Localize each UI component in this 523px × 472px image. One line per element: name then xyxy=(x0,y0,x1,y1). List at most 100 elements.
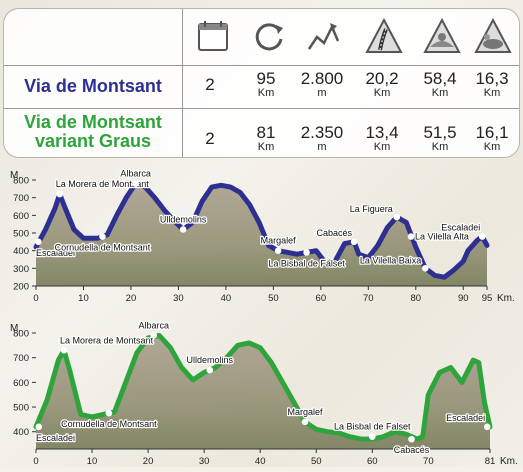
waypoint-marker xyxy=(99,233,106,240)
route-name-line: variant Graus xyxy=(34,131,152,151)
x-tick-label: 60 xyxy=(367,456,378,467)
x-tick-label: 30 xyxy=(199,456,210,467)
table-cell: 51,5 Km xyxy=(412,124,468,153)
y-tick-label: 400 xyxy=(13,427,29,438)
y-axis-label: M. xyxy=(10,323,21,334)
y-tick-label: 600 xyxy=(13,211,29,222)
x-tick-label: 50 xyxy=(311,456,322,467)
table-column-divider xyxy=(182,9,183,157)
elevation-gain-icon xyxy=(304,17,344,57)
cell-unit: Km xyxy=(483,87,501,99)
table-cell: 16,3 Km xyxy=(464,70,520,99)
waypoint-label: Escaladei xyxy=(446,413,485,423)
x-tick-label: 60 xyxy=(316,293,327,304)
cell-unit: Km xyxy=(373,141,391,153)
route-name: Via de Montsant variant Graus xyxy=(4,113,182,151)
y-tick-label: 500 xyxy=(13,403,29,414)
y-tick-label: 700 xyxy=(13,353,29,364)
table-cell: 2 xyxy=(182,76,238,93)
route-name: Via de Montsant xyxy=(4,77,182,96)
waypoint-label-halo: Escaladei xyxy=(36,433,75,443)
y-tick-label: 800 xyxy=(13,329,29,340)
table-cell: 13,4 Km xyxy=(354,123,410,153)
x-tick-label: 40 xyxy=(255,456,266,467)
waypoint-label-halo: Cabacés xyxy=(394,445,430,455)
waypoint-marker xyxy=(303,249,310,256)
cell-value: 81 xyxy=(256,123,276,142)
waypoint-label: Margalef xyxy=(261,236,297,246)
waypoint-label-halo: Escaladei xyxy=(446,413,485,423)
waypoint-label-halo: Cornudella de Montsant xyxy=(55,243,151,253)
y-tick-label: 300 xyxy=(13,264,29,275)
cell-value: 13,4 xyxy=(365,123,399,142)
waypoint-marker xyxy=(478,233,486,240)
trail-icon xyxy=(473,17,513,57)
waypoint-label: Margalef xyxy=(288,407,324,417)
x-tick-label: 0 xyxy=(33,293,38,304)
x-tick-label: 80 xyxy=(411,293,422,304)
waypoint-label-halo: Cabacés xyxy=(317,228,353,238)
cell-unit: Km xyxy=(373,87,391,99)
cell-value: 58,4 xyxy=(423,69,457,88)
route-name-line: Via de Montsant xyxy=(24,112,162,132)
waypoint-label-halo: Ulldemolins xyxy=(160,214,207,224)
table-cell: 20,2 Km xyxy=(354,70,410,99)
x-tick-label: 70 xyxy=(363,293,374,304)
cell-value: 2.800 xyxy=(300,69,344,88)
waypoint-label: La Vilella Baixa xyxy=(360,255,421,265)
waypoint-label: La Morera de Montsant xyxy=(60,335,154,345)
y-axis-label: M. xyxy=(10,170,21,181)
x-tick-label: 20 xyxy=(126,293,137,304)
asphalt-road-icon xyxy=(364,17,404,57)
x-tick-label: 90 xyxy=(458,293,469,304)
elevation-line xyxy=(33,181,490,280)
waypoint-label: Escaladei xyxy=(36,433,75,443)
waypoint-marker xyxy=(421,265,429,272)
cell-value: 95 xyxy=(256,69,276,88)
elevation-profile-main: 200 300 400 500 600 700 800 M. 0 10 20 30 40 50 60 70 80… xyxy=(0,166,523,317)
waypoint-label-halo: La Bisbal de Falset xyxy=(268,258,345,268)
x-tick-label: 10 xyxy=(78,293,89,304)
waypoint-label: Albarca xyxy=(120,169,151,179)
table-cell: 2.350 m xyxy=(294,124,350,153)
waypoint-marker xyxy=(368,433,376,440)
waypoint-marker xyxy=(35,238,42,246)
x-tick-label: 81 xyxy=(485,456,496,467)
waypoint-marker xyxy=(60,346,68,354)
waypoint-marker xyxy=(150,332,158,339)
waypoint-label-halo: Cornudella de Montsant xyxy=(61,419,157,429)
x-axis-label: Km. xyxy=(497,293,515,304)
waypoint-label-halo: Margalef xyxy=(288,407,324,417)
table-divider xyxy=(4,65,519,66)
waypoint-label-halo: La Morera de Montsant xyxy=(56,179,150,189)
y-tick-label: 200 xyxy=(13,282,29,293)
waypoint-marker xyxy=(179,226,187,233)
table-cell: 81 Km xyxy=(238,123,294,153)
waypoint-label: Ulldemolins xyxy=(160,214,207,224)
waypoint-label: La Morera de Montsant xyxy=(56,179,150,189)
loop-icon xyxy=(249,17,289,57)
waypoint-label: Cabacés xyxy=(317,228,353,238)
y-tick-label: 700 xyxy=(13,193,29,204)
waypoint-label-halo: La Vilella Baixa xyxy=(360,255,421,265)
stages-icon xyxy=(193,17,233,57)
cell-unit: Km xyxy=(257,141,275,153)
waypoint-marker xyxy=(35,423,43,431)
waypoint-label-halo: Albarca xyxy=(120,169,151,179)
icon-header-row xyxy=(4,17,519,69)
waypoint-label-halo: Escaladei xyxy=(36,248,75,258)
waypoint-marker xyxy=(105,409,113,417)
waypoint-marker xyxy=(56,190,64,198)
waypoint-label-halo: Albarca xyxy=(138,320,169,330)
cell-value: 2 xyxy=(205,129,215,148)
waypoint-label-halo: La Morera de Montsant xyxy=(60,335,154,345)
x-tick-label: 30 xyxy=(173,293,184,304)
waypoint-marker xyxy=(301,418,309,426)
waypoint-label: Ulldemolins xyxy=(186,355,233,365)
waypoint-marker xyxy=(350,238,358,246)
waypoint-label-halo: Ulldemolins xyxy=(186,355,233,365)
table-divider xyxy=(4,108,519,109)
waypoint-label: La Figuera xyxy=(350,204,393,214)
waypoint-label-halo: Escaladei xyxy=(441,223,480,233)
